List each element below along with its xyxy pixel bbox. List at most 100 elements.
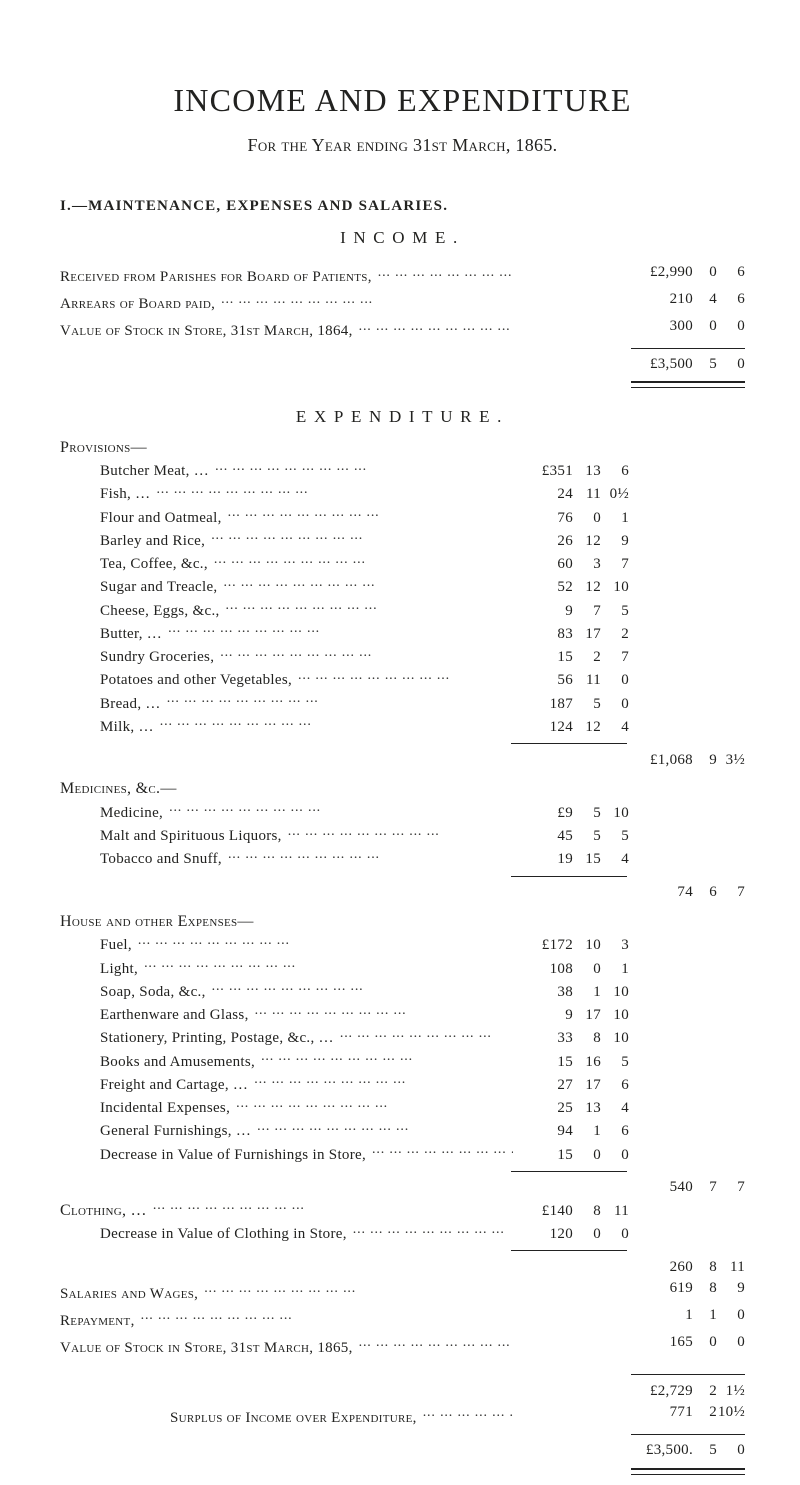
amount-s1: 0 [573, 960, 601, 979]
amount-p2 [633, 1076, 693, 1095]
income-total-row: £3,500 5 0 [60, 355, 745, 374]
double-rule [631, 381, 745, 388]
income-total-p: £3,500 [633, 355, 693, 374]
amount-d2 [717, 804, 745, 823]
line-label: Sugar and Treacle, [100, 578, 217, 597]
amount-s1: 12 [573, 578, 601, 597]
amount-d2 [717, 578, 745, 597]
amount-p1: £172 [519, 936, 573, 955]
med-total-s: 6 [693, 883, 717, 902]
amount-d1 [601, 317, 633, 336]
clothing-1-s: 0 [573, 1225, 601, 1244]
surplus-s: 2 [693, 1403, 717, 1422]
amount-p2 [633, 1029, 693, 1048]
amount-p2 [633, 827, 693, 846]
amount-s1: 5 [573, 804, 601, 823]
amount-s2 [693, 648, 717, 667]
amount-p1: £351 [519, 462, 573, 481]
amount-p2 [633, 671, 693, 690]
amount-d2 [717, 1076, 745, 1095]
amount-d2: 6 [717, 263, 745, 282]
clothing-1-p: 120 [519, 1225, 573, 1244]
amount-d1: 7 [601, 555, 633, 574]
amount-d2 [717, 827, 745, 846]
grand-subtotal-row: £2,729 2 1½ [60, 1382, 745, 1401]
grand2-s: 5 [693, 1441, 717, 1460]
provisions-row: Milk, …124124 [60, 716, 745, 737]
amount-p1 [519, 1333, 573, 1352]
amount-s2 [693, 960, 717, 979]
amount-s1 [573, 263, 601, 282]
line-label: General Furnishings, … [100, 1122, 251, 1141]
dot-leader [378, 266, 513, 281]
house-total-d: 7 [717, 1178, 745, 1197]
line-label: Bread, … [100, 695, 161, 714]
amount-d2 [717, 1122, 745, 1141]
house-heading: House and other Expenses— [60, 912, 745, 932]
amount-p2 [633, 1122, 693, 1141]
clothing-0-p: £140 [519, 1202, 573, 1221]
amount-d2 [717, 462, 745, 481]
dot-leader [215, 460, 513, 475]
amount-d2 [717, 555, 745, 574]
amount-p1 [519, 263, 573, 282]
line-label: Soap, Soda, &c., [100, 983, 206, 1002]
house-row: Incidental Expenses,25134 [60, 1097, 745, 1118]
dot-leader [220, 646, 513, 661]
summary-row: Salaries and Wages,61989 [60, 1279, 745, 1304]
amount-p1: 27 [519, 1076, 573, 1095]
amount-s1: 2 [573, 648, 601, 667]
amount-p2 [633, 509, 693, 528]
dot-leader [167, 693, 513, 708]
surplus-row: Surplus of Income over Expenditure, 771 … [60, 1403, 745, 1428]
amount-d2 [717, 695, 745, 714]
amount-p1 [519, 290, 573, 309]
amount-s2 [693, 509, 717, 528]
amount-d1: 1 [601, 509, 633, 528]
amount-d2 [717, 718, 745, 737]
amount-s2 [693, 1122, 717, 1141]
amount-p2 [633, 850, 693, 869]
dot-leader [138, 934, 513, 949]
amount-s1: 0 [573, 1146, 601, 1165]
amount-d1 [601, 1306, 633, 1325]
amount-s1: 3 [573, 555, 601, 574]
clothing-0-d: 11 [601, 1202, 633, 1221]
amount-d2 [717, 625, 745, 644]
rule [511, 1171, 627, 1172]
provisions-row: Tea, Coffee, &c.,6037 [60, 553, 745, 574]
amount-p2 [633, 578, 693, 597]
line-label: Books and Amusements, [100, 1053, 255, 1072]
amount-s1: 1 [573, 983, 601, 1002]
amount-p1: 94 [519, 1122, 573, 1141]
line-label: Potatoes and other Vegetables, [100, 671, 292, 690]
amount-p1: 76 [519, 509, 573, 528]
amount-s2 [693, 936, 717, 955]
clothing-total-row: 260 8 11 [60, 1258, 745, 1277]
amount-s1: 11 [573, 485, 601, 504]
amount-d1: 1 [601, 960, 633, 979]
amount-d2: 0 [717, 1333, 745, 1352]
dot-leader [372, 1144, 513, 1159]
amount-s2 [693, 555, 717, 574]
dot-leader [423, 1407, 513, 1422]
dot-leader [223, 576, 513, 591]
amount-d1: 2 [601, 625, 633, 644]
line-label: Medicine, [100, 804, 163, 823]
amount-s2 [693, 1053, 717, 1072]
amount-d1 [601, 290, 633, 309]
amount-s1 [573, 317, 601, 336]
amount-p2 [633, 718, 693, 737]
income-row: Value of Stock in Store, 31st March, 186… [60, 317, 745, 342]
amount-s1: 13 [573, 1099, 601, 1118]
amount-d1: 0½ [601, 485, 633, 504]
expenditure-heading: EXPENDITURE. [60, 406, 745, 427]
dot-leader [156, 483, 513, 498]
dot-leader [298, 669, 513, 684]
house-row: Fuel,£172103 [60, 934, 745, 955]
amount-p2 [633, 804, 693, 823]
amount-p2: 1 [633, 1306, 693, 1325]
income-row: Arrears of Board paid,21046 [60, 290, 745, 315]
amount-s2 [693, 1076, 717, 1095]
amount-p2 [633, 555, 693, 574]
